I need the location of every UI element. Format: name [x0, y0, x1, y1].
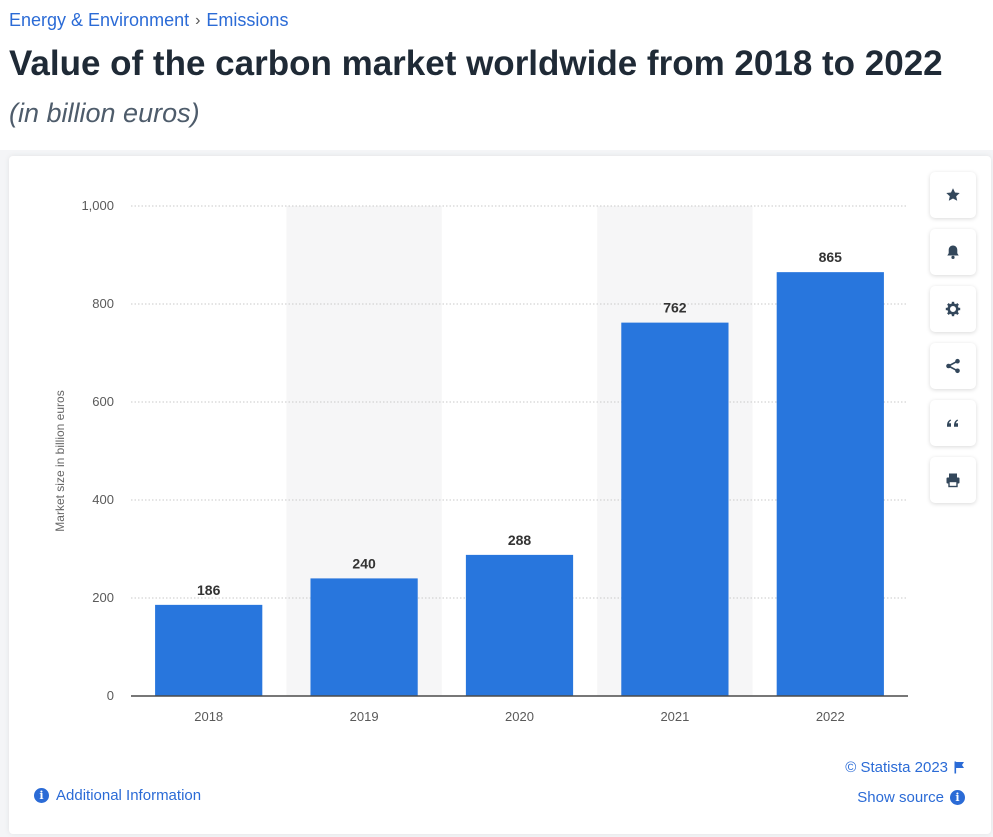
- page-header: Energy & Environment › Emissions Value o…: [0, 0, 993, 150]
- info-icon: i: [34, 788, 49, 803]
- copyright-text: © Statista 2023: [845, 759, 948, 776]
- bar: [155, 604, 263, 696]
- breadcrumb-separator: ›: [195, 11, 201, 29]
- y-tick-label: 600: [92, 394, 114, 409]
- bar: [465, 554, 574, 696]
- data-label: 240: [352, 555, 376, 571]
- x-tick-label: 2020: [505, 709, 534, 724]
- data-label: 762: [663, 300, 687, 316]
- y-tick-label: 800: [92, 296, 114, 311]
- settings-button[interactable]: [930, 286, 976, 332]
- breadcrumb-parent-link[interactable]: Energy & Environment: [9, 10, 190, 30]
- print-icon: [946, 473, 960, 488]
- data-label: 865: [819, 249, 843, 265]
- chart-card: 0 200 400 600 800 1,000 186 2018 240 2019 288 2020 7…: [9, 156, 991, 834]
- x-tick-label: 2022: [816, 709, 845, 724]
- x-tick-label: 2019: [350, 709, 379, 724]
- share-button[interactable]: [930, 343, 976, 389]
- additional-information-link[interactable]: i Additional Information: [34, 787, 201, 804]
- show-source-link[interactable]: Show source i: [857, 789, 965, 806]
- bar: [310, 578, 418, 696]
- y-tick-label: 400: [92, 492, 114, 507]
- data-label: 186: [197, 582, 221, 598]
- bell-icon: [947, 245, 959, 259]
- breadcrumb-current-link[interactable]: Emissions: [206, 10, 289, 30]
- flag-icon: [954, 761, 964, 774]
- x-tick-label: 2018: [194, 709, 223, 724]
- y-tick-label: 200: [92, 590, 114, 605]
- page-subtitle: (in billion euros): [9, 98, 200, 128]
- additional-information-label: Additional Information: [56, 787, 202, 804]
- chart-toolbar: [930, 172, 976, 514]
- star-icon: [946, 188, 960, 201]
- x-tick-label: 2021: [660, 709, 689, 724]
- favorite-button[interactable]: [930, 172, 976, 218]
- show-source-label: Show source: [857, 789, 944, 806]
- gear-icon: [945, 301, 961, 317]
- bar-chart: 0 200 400 600 800 1,000 186 2018 240 2019 288 2020 7…: [53, 198, 908, 724]
- quote-icon: [947, 419, 959, 427]
- data-label: 288: [508, 532, 532, 548]
- y-tick-label: 0: [107, 688, 114, 703]
- y-axis-title: Market size in billion euros: [53, 390, 67, 531]
- breadcrumb: Energy & Environment › Emissions: [9, 10, 288, 31]
- bar: [776, 272, 884, 696]
- share-icon: [946, 358, 960, 374]
- copyright-notice[interactable]: © Statista 2023: [845, 759, 965, 776]
- bar: [621, 322, 729, 696]
- print-button[interactable]: [930, 457, 976, 503]
- cite-button[interactable]: [930, 400, 976, 446]
- y-tick-label: 1,000: [81, 198, 114, 213]
- info-icon: i: [950, 790, 965, 805]
- notification-button[interactable]: [930, 229, 976, 275]
- page-title: Value of the carbon market worldwide fro…: [9, 44, 943, 83]
